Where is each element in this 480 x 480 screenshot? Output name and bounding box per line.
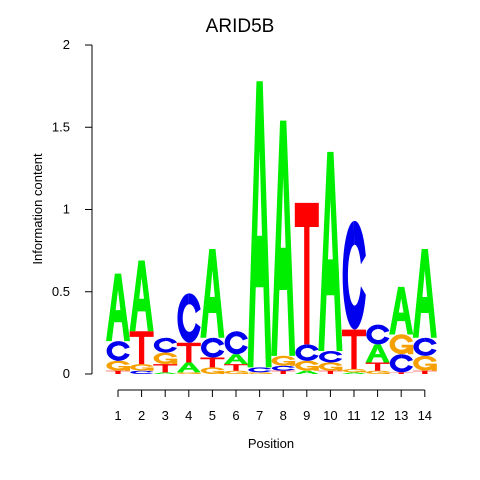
logo-letter-t-pos-11 [342, 329, 366, 370]
logo-letters [106, 81, 437, 374]
logo-letter-t-pos-14 [412, 370, 437, 374]
logo-letter-g-pos-12 [366, 370, 390, 374]
logo-letter-c-pos-3 [153, 337, 178, 353]
y-axis-label: Information content [30, 153, 45, 265]
x-tick-label: 3 [162, 408, 169, 423]
logo-letter-g-pos-6 [224, 370, 248, 374]
x-tick-label: 4 [185, 408, 192, 423]
logo-letter-t-pos-1 [106, 370, 130, 374]
logo-letter-g-pos-7 [248, 372, 272, 374]
logo-letter-a-pos-14 [412, 248, 437, 338]
logo-letter-c-pos-13 [389, 354, 414, 373]
y-axis: 0 0.5 1 1.5 2 [52, 37, 93, 381]
y-tick-label: 2 [63, 37, 70, 52]
logo-letter-t-pos-9 [294, 202, 319, 345]
chart-title: ARID5B [206, 16, 275, 37]
logo-letter-a-pos-11 [342, 372, 366, 374]
x-tick-label: 5 [209, 408, 216, 423]
x-tick-label: 2 [138, 408, 145, 423]
logo-letter-g-pos-8 [271, 355, 296, 366]
logo-letter-c-pos-11 [342, 221, 366, 330]
logo-letter-g-pos-1 [106, 360, 130, 371]
logo-letter-a-pos-1 [106, 273, 130, 342]
logo-letter-a-pos-9 [294, 370, 319, 374]
logo-letter-t-pos-12 [365, 362, 390, 371]
logo-letter-a-pos-3 [153, 372, 178, 374]
logo-letter-c-pos-2 [130, 370, 154, 374]
x-tick-label: 8 [280, 408, 287, 423]
y-tick-label: 1.5 [52, 119, 70, 134]
x-axis: 1 2 3 4 5 6 7 8 9 10 11 12 13 14 [114, 389, 432, 423]
logo-letter-g-pos-5 [200, 367, 225, 374]
logo-letter-c-pos-10 [319, 350, 343, 363]
logo-letter-a-pos-7 [247, 81, 272, 368]
x-tick-label: 1 [114, 408, 121, 423]
logo-letter-g-pos-2 [130, 364, 154, 371]
logo-letter-a-pos-4 [176, 362, 201, 373]
x-axis-label: Position [248, 436, 294, 451]
x-tick-label: 12 [370, 408, 384, 423]
logo-letter-a-pos-2 [129, 260, 154, 332]
y-tick-label: 0.5 [52, 284, 70, 299]
logo-letter-t-pos-13 [389, 372, 414, 374]
logo-letter-c-pos-8 [271, 365, 296, 371]
logo-letter-a-pos-13 [389, 286, 414, 335]
logo-letter-t-pos-5 [200, 357, 225, 368]
logo-letter-a-pos-8 [271, 120, 296, 356]
logo-letter-g-pos-10 [318, 362, 343, 371]
logo-letter-c-pos-5 [201, 337, 225, 358]
logo-letter-t-pos-3 [153, 364, 178, 373]
logo-letter-t-pos-10 [318, 370, 343, 374]
logo-letter-c-pos-1 [106, 341, 130, 361]
logo-letter-c-pos-14 [413, 337, 437, 356]
logo-letter-c-pos-9 [295, 344, 319, 361]
logo-letter-a-pos-6 [224, 354, 248, 365]
logo-letter-c-pos-4 [177, 293, 201, 343]
logo-letter-c-pos-7 [248, 367, 272, 373]
logo-letter-c-pos-12 [366, 324, 390, 345]
logo-letter-t-pos-6 [224, 364, 248, 371]
logo-letter-g-pos-11 [342, 369, 366, 373]
x-tick-label: 6 [232, 408, 239, 423]
y-tick-label: 0 [63, 366, 70, 381]
x-tick-label: 14 [418, 408, 432, 423]
logo-letter-a-pos-5 [200, 248, 225, 338]
x-tick-label: 7 [256, 408, 263, 423]
y-tick-label: 1 [63, 202, 70, 217]
logo-letter-g-pos-3 [153, 352, 178, 365]
logo-letter-t-pos-8 [271, 370, 296, 374]
logo-letter-t-pos-2 [129, 331, 154, 365]
x-tick-label: 9 [303, 408, 310, 423]
logo-letter-a-pos-12 [365, 344, 390, 363]
logo-letter-g-pos-9 [295, 360, 319, 371]
x-tick-label: 11 [347, 408, 361, 423]
logo-letter-g-pos-13 [389, 334, 414, 355]
logo-letter-a-pos-10 [318, 151, 343, 351]
logo-letter-c-pos-6 [224, 331, 248, 355]
x-tick-label: 13 [394, 408, 408, 423]
logo-letter-g-pos-14 [413, 355, 437, 371]
logo-letter-t-pos-4 [176, 342, 201, 363]
x-tick-label: 10 [323, 408, 337, 423]
logo-letter-g-pos-4 [177, 372, 201, 374]
